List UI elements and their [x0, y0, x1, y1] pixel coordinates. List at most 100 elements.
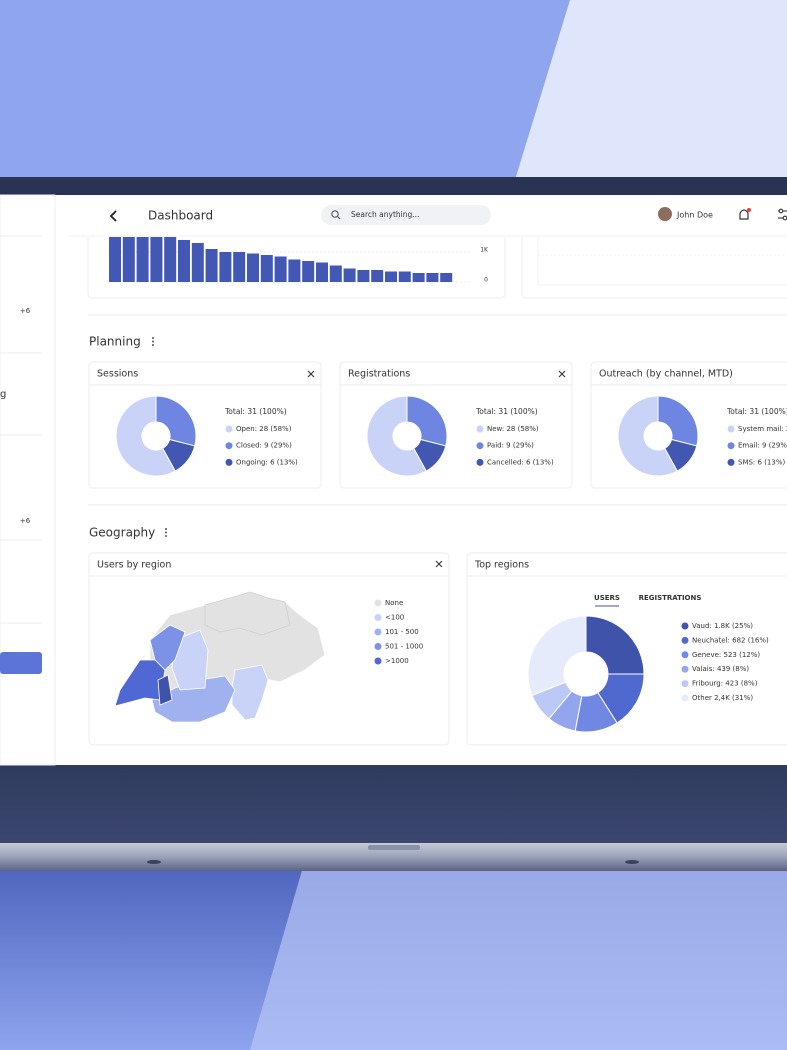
- search-icon: [331, 210, 339, 218]
- sidebar-dividers: [0, 235, 42, 624]
- donut-segment: [406, 395, 448, 447]
- card-title: Top regions: [474, 560, 529, 571]
- legend-swatch: [727, 442, 735, 450]
- sidebar: [0, 194, 56, 766]
- close-button[interactable]: [435, 560, 443, 568]
- bar: [412, 273, 425, 282]
- map: [114, 591, 326, 723]
- legend-label: >1000: [385, 657, 409, 665]
- sidebar-button[interactable]: [0, 652, 42, 674]
- donut-segment: [413, 438, 447, 472]
- legend-swatch: [374, 657, 382, 665]
- donut-segment: [657, 395, 699, 447]
- bar: [136, 237, 149, 282]
- donut-segment: [155, 395, 197, 447]
- bar: [440, 273, 453, 282]
- bar: [191, 243, 204, 282]
- bar: [247, 253, 259, 282]
- bar: [385, 271, 397, 282]
- bar: [343, 268, 356, 282]
- legend-swatch: [225, 458, 233, 466]
- legend-label: Fribourg: 423 (8%): [692, 680, 758, 688]
- section-menu[interactable]: [152, 337, 154, 346]
- card-title: Registrations: [348, 369, 410, 380]
- legend-label: Neuchatel: 682 (16%): [692, 636, 769, 644]
- legend-swatch: [476, 458, 484, 466]
- card: [521, 237, 787, 299]
- close-button[interactable]: [307, 370, 315, 378]
- donut-segment: [664, 438, 698, 472]
- bar: [371, 270, 384, 282]
- bar: [178, 240, 190, 282]
- sidebar-text: g: [0, 389, 6, 400]
- legend-swatch: [681, 665, 689, 673]
- card-title: Outreach (by channel, MTD): [599, 369, 733, 380]
- foot: [625, 860, 639, 864]
- donut-segment: [162, 438, 196, 472]
- legend-swatch: [727, 425, 735, 433]
- bezel-top: [0, 177, 787, 197]
- badge: +6: [20, 307, 31, 315]
- search-placeholder: Search anything...: [351, 210, 419, 219]
- bar: [109, 237, 121, 282]
- legend-swatch: [374, 614, 382, 621]
- tab[interactable]: REGISTRATIONS: [639, 594, 702, 602]
- badge: +6: [20, 517, 31, 525]
- background-highlight: [250, 860, 787, 1050]
- y-tick-label: 0: [484, 277, 488, 284]
- bell-icon[interactable]: [739, 209, 749, 220]
- legend-swatch: [225, 425, 233, 433]
- back-button[interactable]: [109, 210, 117, 222]
- main: 1K 0: [87, 237, 787, 299]
- legend-swatch: [681, 622, 689, 630]
- bar: [233, 252, 246, 282]
- total: Total: 31 (100%): [726, 407, 787, 416]
- legend-label: Ongoing: 6 (13%): [236, 458, 298, 466]
- bar: [302, 261, 315, 282]
- search-icon: [337, 216, 341, 220]
- page-title: Dashboard: [148, 209, 213, 223]
- avatar[interactable]: [658, 207, 672, 221]
- bar: [316, 262, 328, 282]
- user-name[interactable]: John Doe: [676, 211, 713, 220]
- legend-label: Paid: 9 (29%): [487, 442, 534, 450]
- legend-swatch: [681, 636, 689, 644]
- section-menu[interactable]: [165, 528, 167, 537]
- background-highlight: [515, 0, 787, 180]
- bar: [164, 237, 177, 282]
- legend-swatch: [374, 599, 382, 607]
- bar: [122, 237, 135, 282]
- card-title: Sessions: [97, 369, 138, 380]
- bar: [205, 249, 218, 282]
- bar: [288, 259, 301, 282]
- filter-icon[interactable]: [778, 208, 787, 221]
- bar: [329, 265, 342, 282]
- legend-label: Cancelled: 6 (13%): [487, 458, 554, 466]
- bar: [274, 256, 287, 282]
- legend-label: 501 - 1000: [385, 643, 423, 651]
- bar: [398, 271, 411, 282]
- legend-label: Other 2,4K (31%): [692, 694, 753, 702]
- legend-label: Open: 28 (58%): [236, 425, 292, 433]
- donut-segment: [585, 615, 645, 675]
- bar: [150, 237, 163, 282]
- y-tick-label: 1K: [480, 247, 489, 254]
- bar: [219, 252, 232, 282]
- total: Total: 31 (100%): [224, 407, 287, 416]
- close-button[interactable]: [558, 370, 566, 378]
- notification-dot: [747, 208, 751, 212]
- hinge-notch: [368, 845, 420, 850]
- legend-label: New: 28 (58%): [487, 425, 539, 433]
- section-title: Geography: [89, 526, 155, 540]
- donut-segment: [527, 615, 587, 697]
- bar: [260, 255, 273, 282]
- legend-label: 101 - 500: [385, 628, 419, 636]
- legend-swatch: [374, 628, 382, 636]
- search-box[interactable]: [321, 205, 491, 225]
- legend-swatch: [476, 442, 484, 450]
- legend-label: Valais: 439 (8%): [692, 665, 749, 673]
- tab[interactable]: USERS: [594, 594, 620, 602]
- legend-label: SMS: 6 (13%): [738, 458, 785, 466]
